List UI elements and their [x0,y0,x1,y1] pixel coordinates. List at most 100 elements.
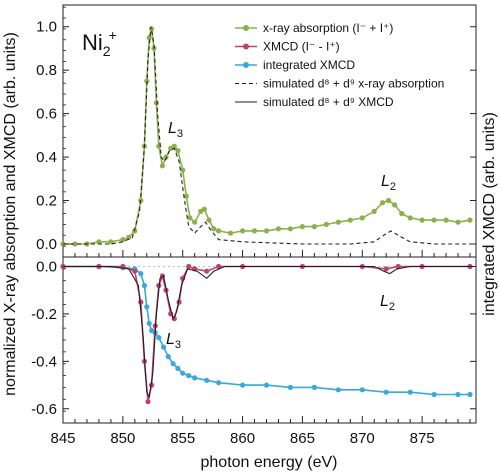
data-point-x-ray-absorption-i-i [201,206,207,212]
series-line-simulated-d-d-xmcd [63,265,470,399]
data-point-x-ray-absorption-i-i [240,228,246,234]
legend-entry: integrated XMCD [235,58,355,72]
data-point-x-ray-absorption-i-i [163,154,169,160]
data-point-xmcd-i-i [132,268,138,274]
series-layer [60,26,473,405]
plot-frame [62,4,477,424]
data-point-x-ray-absorption-i-i [183,193,189,199]
ion-label: Ni2+ [82,27,117,59]
data-point-integrated-xmcd [216,380,222,386]
data-point-x-ray-absorption-i-i [311,224,317,230]
legend-entry: simulated d⁸ + d⁹ XMCD [235,95,394,109]
data-point-integrated-xmcd [186,373,192,379]
data-point-x-ray-absorption-i-i [228,230,234,236]
data-point-x-ray-absorption-i-i [153,100,159,106]
data-point-integrated-xmcd [407,389,413,395]
y-tick-label-top: 0.2 [36,193,57,210]
y-tick-label-top: 1.0 [36,19,57,36]
x-tick-label: 855 [170,430,195,447]
data-point-xmcd-i-i [138,299,144,305]
data-point-x-ray-absorption-i-i [180,167,186,173]
data-point-integrated-xmcd [263,382,270,388]
data-point-x-ray-absorption-i-i [175,148,181,154]
legend-marker [243,25,249,31]
x-axis-title: photon energy (eV) [201,454,338,471]
data-point-xmcd-i-i [186,263,192,270]
data-point-x-ray-absorption-i-i [159,163,165,169]
x-tick-label: 870 [350,430,375,447]
y-tick-label-bottom: -0.4 [31,353,57,370]
data-point-integrated-xmcd [192,375,198,381]
data-point-x-ray-absorption-i-i [171,143,177,149]
data-point-x-ray-absorption-i-i [187,215,193,221]
y-tick-label-bottom: -0.6 [31,401,57,418]
legend-entry: XMCD (I⁻ - I⁺) [235,40,340,54]
data-point-xmcd-i-i [216,263,222,270]
data-point-x-ray-absorption-i-i [431,217,437,223]
legend-label: integrated XMCD [263,58,355,72]
data-point-x-ray-absorption-i-i [108,239,114,245]
data-point-x-ray-absorption-i-i [299,224,305,230]
legend-marker [243,43,249,50]
data-point-integrated-xmcd [287,384,293,390]
data-point-x-ray-absorption-i-i [192,219,198,225]
data-point-x-ray-absorption-i-i [216,228,222,234]
series-line-integrated-xmcd [63,265,470,396]
legend-label: simulated d⁸ + d⁹ XMCD [263,95,394,109]
legend-label: XMCD (I⁻ - I⁺) [263,40,340,54]
data-point-integrated-xmcd [431,391,437,398]
y-tick-label-top: 0.0 [36,236,57,253]
data-point-x-ray-absorption-i-i [120,237,126,243]
x-tick-label: 860 [230,430,255,447]
x-tick-label: 865 [290,430,315,447]
data-point-x-ray-absorption-i-i [467,217,473,223]
data-point-x-ray-absorption-i-i [380,200,386,206]
ion-label-sub: 2 [103,43,111,59]
data-point-x-ray-absorption-i-i [132,228,138,234]
y-tick-label-top: 0.6 [36,106,57,123]
y-tick-label-bottom: -0.2 [31,306,57,323]
legend-label: simulated d⁸ + d⁹ x-ray absorption [263,77,444,91]
legend-entry: x-ray absorption (I⁻ + I⁺) [235,21,393,35]
y-axis-title-right: integrated XMCD (arb. units) [481,112,498,316]
data-point-x-ray-absorption-i-i [72,241,78,247]
ion-label-sup: + [109,27,117,43]
data-point-integrated-xmcd [144,304,150,310]
data-point-integrated-xmcd [359,387,365,393]
data-point-integrated-xmcd [175,365,181,372]
data-point-x-ray-absorption-i-i [144,78,150,84]
data-point-x-ray-absorption-i-i [323,221,329,227]
data-point-integrated-xmcd [467,391,473,398]
data-point-integrated-xmcd [335,387,341,393]
data-point-x-ray-absorption-i-i [386,197,392,204]
data-point-x-ray-absorption-i-i [399,211,405,217]
x-tick-label: 850 [110,430,135,447]
data-point-x-ray-absorption-i-i [371,208,377,214]
data-point-x-ray-absorption-i-i [287,226,293,232]
y-tick-label-top: 0.4 [36,149,57,166]
data-point-integrated-xmcd [161,344,167,350]
data-point-integrated-xmcd [146,320,152,326]
l2-label-top: L2 [381,173,396,193]
l2-label-bottom: L2 [380,293,395,313]
ion-label-base: Ni [82,30,103,55]
data-point-xmcd-i-i [204,268,210,274]
data-point-x-ray-absorption-i-i [126,234,132,240]
data-point-x-ray-absorption-i-i [96,239,102,245]
data-point-x-ray-absorption-i-i [211,226,217,232]
data-point-x-ray-absorption-i-i [419,217,425,223]
x-tick-label: 845 [50,430,75,447]
data-point-integrated-xmcd [311,384,317,390]
data-point-integrated-xmcd [170,361,176,367]
data-point-x-ray-absorption-i-i [251,228,258,234]
data-point-x-ray-absorption-i-i [407,215,413,221]
data-point-x-ray-absorption-i-i [443,217,449,223]
data-point-x-ray-absorption-i-i [347,217,353,223]
data-point-x-ray-absorption-i-i [206,217,212,223]
data-point-xmcd-i-i [383,266,389,272]
data-point-integrated-xmcd [180,370,186,376]
legend-label: x-ray absorption (I⁻ + I⁺) [263,21,393,35]
data-point-x-ray-absorption-i-i [149,26,155,32]
data-point-integrated-xmcd [141,282,147,289]
